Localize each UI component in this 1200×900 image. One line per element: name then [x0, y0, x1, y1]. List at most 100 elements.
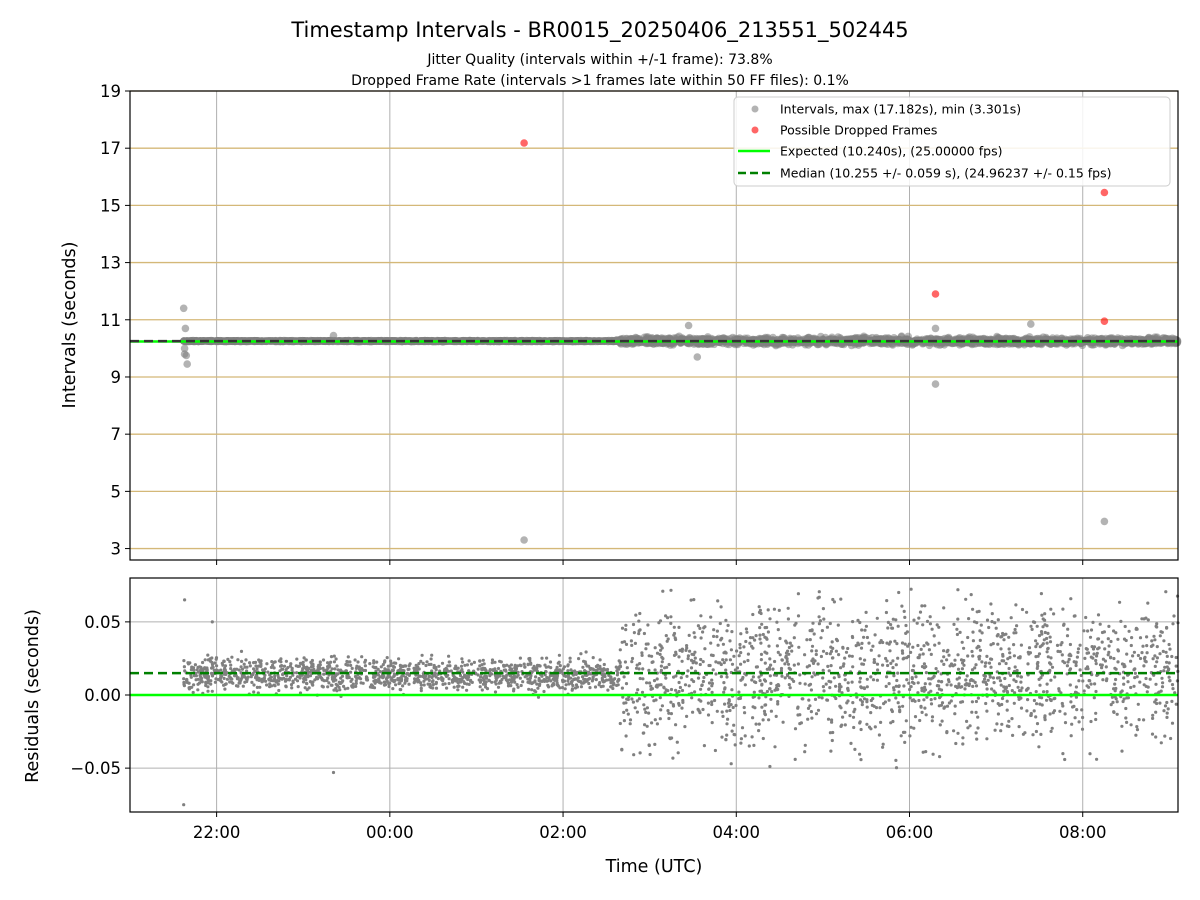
residual-point: [248, 661, 252, 665]
residual-point: [349, 663, 353, 668]
residual-point: [881, 745, 885, 749]
residual-point: [590, 679, 595, 683]
residual-point: [814, 652, 818, 657]
legend-expected-label: Expected (10.240s), (25.00000 fps): [780, 144, 1002, 159]
residual-point: [1079, 673, 1083, 678]
residual-point: [860, 662, 864, 666]
residual-point: [1077, 679, 1081, 683]
residual-point: [280, 667, 284, 671]
residual-point: [858, 720, 862, 724]
residual-point: [896, 656, 900, 660]
residual-point: [513, 680, 517, 684]
residual-point: [830, 640, 834, 644]
residual-point: [828, 686, 832, 690]
residual-point: [920, 604, 924, 608]
residual-point: [1094, 717, 1098, 722]
residual-point: [387, 684, 391, 689]
residual-point: [1115, 700, 1119, 704]
residual-point: [846, 681, 850, 685]
residual-point: [1168, 679, 1172, 683]
chart-subtitle-dropped: Dropped Frame Rate (intervals >1 frames …: [351, 73, 849, 89]
residual-point: [1078, 643, 1082, 647]
residual-point: [1068, 642, 1072, 647]
residual-point: [986, 678, 990, 682]
residual-point: [734, 703, 738, 708]
residual-point: [921, 652, 925, 656]
residual-point: [786, 662, 791, 666]
residual-point: [1174, 655, 1178, 660]
residual-point: [660, 660, 664, 664]
residual-point: [1017, 725, 1021, 729]
residual-point: [676, 751, 680, 755]
residual-point: [888, 649, 892, 653]
residual-point: [844, 650, 849, 654]
residual-point: [679, 676, 683, 680]
residual-point: [727, 704, 731, 709]
residual-point: [340, 674, 345, 678]
residual-point: [892, 688, 896, 692]
residual-point: [786, 617, 791, 621]
residual-point: [490, 680, 494, 684]
residual-point: [1074, 685, 1078, 689]
residual-point: [658, 696, 662, 700]
residual-point: [850, 654, 854, 658]
residual-point: [859, 727, 863, 732]
chart-subtitle-jitter: Jitter Quality (intervals within +/-1 fr…: [426, 52, 772, 68]
residual-point: [334, 657, 338, 661]
residual-point: [182, 677, 186, 681]
residual-point: [282, 664, 287, 668]
residual-point: [545, 656, 549, 660]
residual-point: [534, 675, 538, 679]
residual-point: [252, 690, 256, 694]
residual-point: [967, 617, 971, 621]
residual-point: [1153, 638, 1157, 642]
residual-point: [999, 683, 1003, 687]
residual-point: [637, 619, 641, 623]
residual-point: [581, 665, 585, 669]
residual-point: [1049, 607, 1053, 611]
residual-point: [518, 676, 522, 680]
residual-point: [794, 621, 798, 625]
residual-point: [847, 654, 852, 658]
residual-point: [873, 725, 877, 729]
interval-point: [1027, 320, 1035, 328]
residual-point: [769, 697, 773, 701]
residual-point: [680, 706, 684, 710]
residual-point: [709, 641, 713, 645]
residual-point: [842, 662, 846, 666]
residual-point: [757, 729, 761, 733]
residual-point: [1154, 710, 1158, 714]
residual-point: [434, 686, 439, 690]
residual-point: [191, 690, 195, 695]
residual-point: [1065, 634, 1070, 638]
residual-point: [420, 653, 424, 657]
residual-point: [821, 685, 826, 689]
legend-median-label: Median (10.255 +/- 0.059 s), (24.96237 +…: [780, 166, 1111, 181]
residual-point: [851, 701, 855, 705]
residual-point: [738, 642, 742, 647]
residual-point: [1019, 689, 1023, 693]
residual-point: [790, 644, 794, 648]
residual-point: [869, 711, 873, 715]
residual-point: [928, 615, 932, 619]
residual-point: [480, 688, 484, 692]
residual-point: [544, 665, 548, 669]
residual-point: [911, 669, 915, 673]
interval-point: [329, 331, 338, 340]
residual-point: [530, 688, 534, 692]
residual-point: [865, 722, 869, 726]
residual-point: [350, 666, 354, 671]
residual-point: [959, 700, 963, 704]
residual-point: [284, 659, 288, 663]
residual-point: [721, 714, 725, 719]
residual-point: [902, 684, 906, 688]
residual-point: [754, 722, 758, 726]
residual-point: [401, 684, 405, 688]
residual-point: [696, 676, 701, 680]
residual-point: [573, 686, 578, 690]
legend-intervals-label: Intervals, max (17.182s), min (3.301s): [780, 102, 1021, 117]
residual-point: [1167, 642, 1171, 647]
residual-point: [634, 613, 638, 617]
residual-point: [952, 729, 956, 733]
residual-point: [223, 687, 227, 691]
